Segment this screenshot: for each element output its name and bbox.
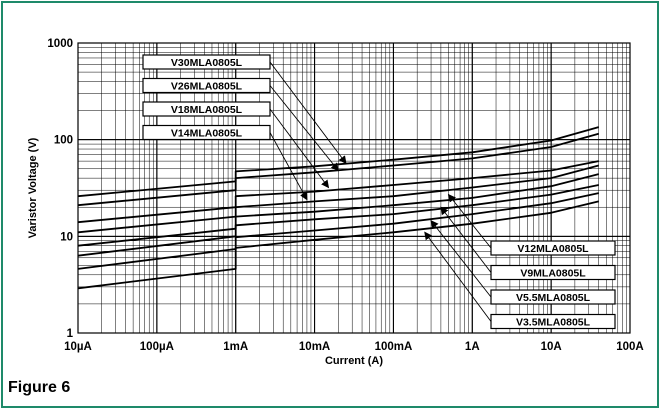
figure-caption: Figure 6 [8,379,71,396]
x-tick-label: 100µA [140,341,174,353]
series-label: V5.5MLA0805L [516,292,591,304]
series-arrow [269,132,308,201]
series-line [77,164,599,234]
series-line [77,184,599,257]
series-label: V26MLA0805L [171,81,243,93]
series-arrow [269,108,330,189]
series-label: V12MLA0805L [517,243,589,255]
x-tick-label: 1A [465,341,480,353]
x-tick-label: 100mA [375,341,413,353]
x-axis-title: Current (A) [325,355,383,367]
series-arrow [424,231,492,322]
y-tick-label: 10 [60,231,73,243]
series-arrow [440,206,492,273]
series-arrow [430,219,492,298]
x-tick-label: 10mA [299,341,330,353]
series-line [77,160,599,224]
series-label: V18MLA0805L [171,104,243,116]
y-tick-label: 100 [54,135,73,147]
x-tick-label: 100A [616,341,644,353]
y-axis-title: Varistor Voltage (V) [27,137,39,238]
series-line [77,200,599,290]
series-label: V9MLA0805L [520,268,586,280]
series-arrow [269,61,347,165]
series-label: V30MLA0805L [171,57,243,69]
series-label: V3.5MLA0805L [516,317,591,329]
y-tick-label: 1000 [47,38,73,50]
series-line [77,132,599,207]
series-arrow [447,193,492,249]
x-tick-label: 10µA [64,341,92,353]
x-tick-label: 1mA [223,341,248,353]
series-arrow [269,85,339,172]
x-tick-label: 10A [541,341,562,353]
series-label: V14MLA0805L [171,128,243,140]
y-tick-label: 1 [67,328,74,340]
